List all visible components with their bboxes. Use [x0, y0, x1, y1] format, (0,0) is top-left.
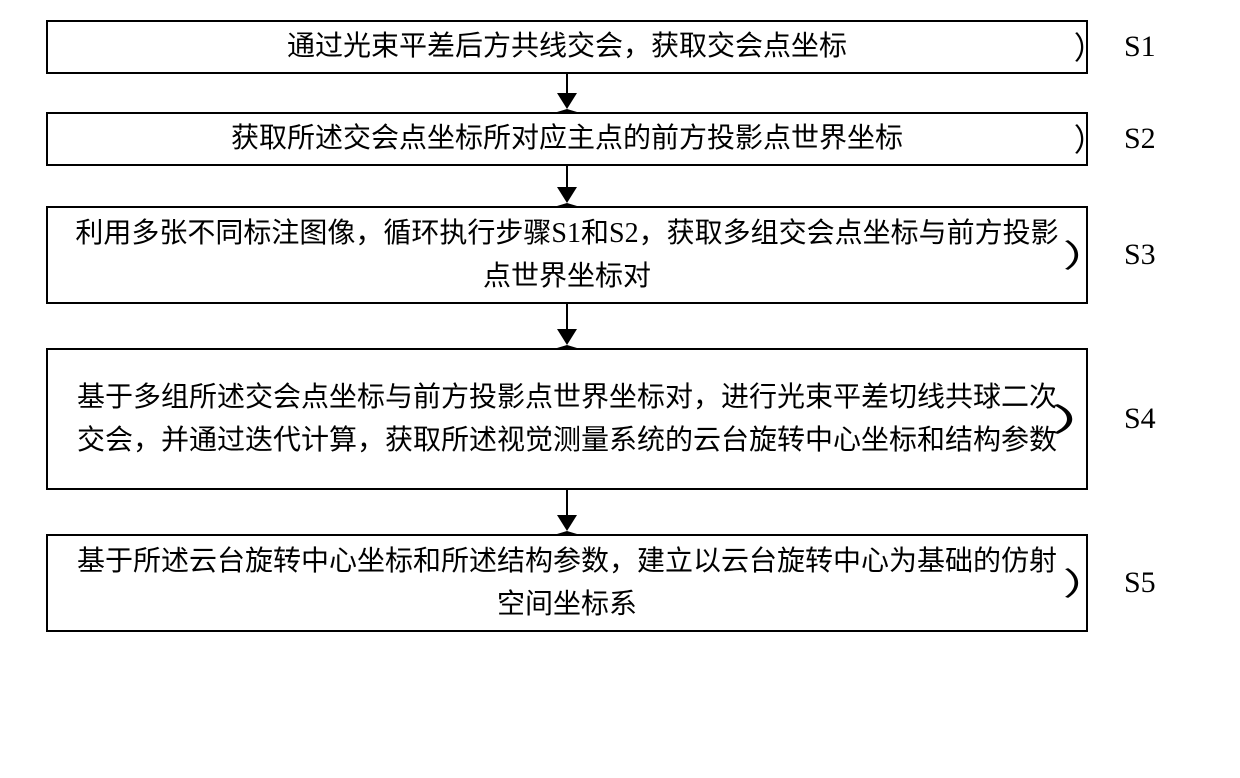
arrow-head-icon — [557, 515, 577, 534]
flowchart-step-box: 基于多组所述交会点坐标与前方投影点世界坐标对，进行光束平差切线共球二次交会，并通… — [46, 348, 1088, 490]
arrow-head-icon — [557, 329, 577, 348]
flowchart-step-box: 利用多张不同标注图像，循环执行步骤S1和S2，获取多组交会点坐标与前方投影点世界… — [46, 206, 1088, 304]
step-label-text: S3 — [1124, 232, 1156, 279]
flowchart-step-box: 基于所述云台旋转中心坐标和所述结构参数，建立以云台旋转中心为基础的仿射空间坐标系… — [46, 534, 1088, 632]
flowchart-arrow — [46, 304, 1088, 348]
step-text: 基于多组所述交会点坐标与前方投影点世界坐标对，进行光束平差切线共球二次交会，并通… — [66, 376, 1068, 463]
arrow-head-icon — [557, 93, 577, 112]
step-label-text: S5 — [1124, 560, 1156, 607]
step-label-text: S2 — [1124, 116, 1156, 163]
step-label: ︶S4 — [1090, 399, 1190, 439]
step-label-text: S1 — [1124, 24, 1156, 71]
step-text: 利用多张不同标注图像，循环执行步骤S1和S2，获取多组交会点坐标与前方投影点世界… — [66, 212, 1068, 299]
step-label: ︶S2 — [1090, 119, 1190, 159]
flowchart-arrow — [46, 166, 1088, 206]
brace-icon: ︶ — [1053, 239, 1130, 270]
step-text: 通过光束平差后方共线交会，获取交会点坐标 — [66, 25, 1068, 68]
flowchart-step-box: 获取所述交会点坐标所对应主点的前方投影点世界坐标︶S2 — [46, 112, 1088, 166]
step-label-text: S4 — [1124, 396, 1156, 443]
step-label: ︶S1 — [1090, 27, 1190, 67]
brace-icon: ︶ — [1053, 567, 1130, 598]
flowchart-step-box: 通过光束平差后方共线交会，获取交会点坐标︶S1 — [46, 20, 1088, 74]
step-label: ︶S5 — [1090, 563, 1190, 603]
arrow-head-icon — [557, 187, 577, 206]
brace-icon: ︶ — [1068, 123, 1116, 154]
flowchart-arrow — [46, 490, 1088, 534]
step-label: ︶S3 — [1090, 235, 1190, 275]
flowchart-arrow — [46, 74, 1088, 112]
step-text: 基于所述云台旋转中心坐标和所述结构参数，建立以云台旋转中心为基础的仿射空间坐标系 — [66, 540, 1068, 627]
brace-icon: ︶ — [1068, 31, 1116, 62]
step-text: 获取所述交会点坐标所对应主点的前方投影点世界坐标 — [66, 117, 1068, 160]
flowchart-container: 通过光束平差后方共线交会，获取交会点坐标︶S1获取所述交会点坐标所对应主点的前方… — [46, 20, 1194, 632]
